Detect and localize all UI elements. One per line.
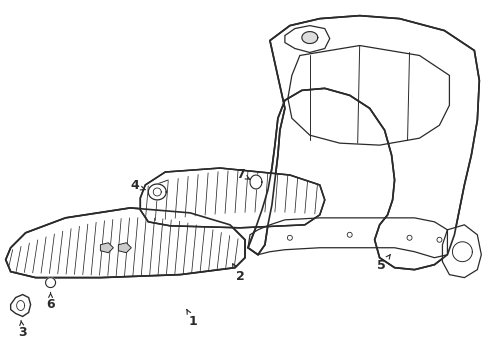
Text: 4: 4 bbox=[131, 180, 145, 193]
Polygon shape bbox=[11, 294, 30, 316]
Polygon shape bbox=[6, 208, 245, 278]
Circle shape bbox=[437, 237, 442, 242]
Text: 1: 1 bbox=[187, 310, 197, 328]
Circle shape bbox=[287, 235, 293, 240]
Polygon shape bbox=[140, 168, 325, 228]
Text: 6: 6 bbox=[46, 292, 55, 311]
Polygon shape bbox=[250, 175, 262, 189]
Text: 2: 2 bbox=[233, 264, 245, 283]
Text: 3: 3 bbox=[18, 320, 27, 339]
Polygon shape bbox=[119, 243, 131, 253]
Polygon shape bbox=[148, 184, 166, 200]
Polygon shape bbox=[248, 15, 479, 270]
Polygon shape bbox=[285, 26, 330, 53]
Polygon shape bbox=[100, 243, 113, 253]
Circle shape bbox=[407, 235, 412, 240]
Text: 5: 5 bbox=[377, 254, 391, 272]
Polygon shape bbox=[442, 225, 481, 278]
Text: 7: 7 bbox=[236, 167, 250, 180]
Polygon shape bbox=[46, 278, 55, 288]
Circle shape bbox=[347, 232, 352, 237]
Polygon shape bbox=[302, 32, 318, 44]
